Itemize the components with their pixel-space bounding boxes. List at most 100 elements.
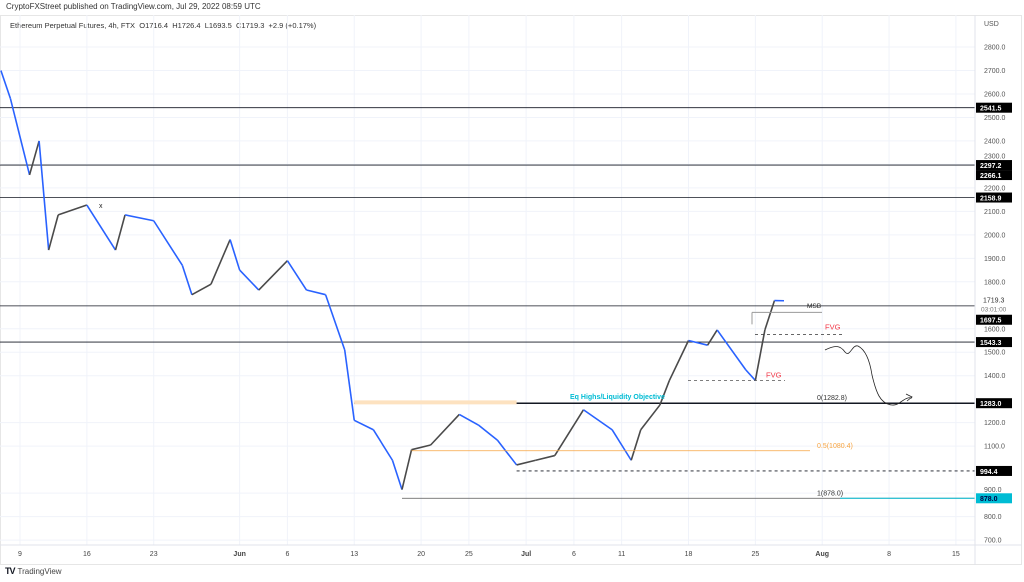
msb-label: MSB xyxy=(807,303,821,310)
price-segment xyxy=(114,214,126,251)
fvg-lower-label: FVG xyxy=(766,370,782,379)
price-segment xyxy=(181,265,193,295)
y-tick-label: 2200.0 xyxy=(984,185,1006,192)
price-segment xyxy=(153,220,184,266)
level-price-tag xyxy=(976,192,1012,203)
level-price-label: 2297.2 xyxy=(980,163,1002,170)
symbol-name: Ethereum Perpetual Futures, 4h, FTX xyxy=(10,21,136,30)
x-tick-label: 13 xyxy=(350,551,358,558)
price-segment xyxy=(458,413,479,426)
price-segment xyxy=(630,429,642,461)
price-segment xyxy=(38,140,50,251)
price-segment xyxy=(516,459,536,466)
price-segment xyxy=(716,329,747,371)
price-segment xyxy=(391,460,403,490)
price-segment xyxy=(430,413,460,446)
price-segment xyxy=(210,239,231,285)
ohlc-change: +2.9 (+0.17%) xyxy=(268,21,317,30)
price-segment xyxy=(191,283,212,296)
y-tick-label: 1900.0 xyxy=(984,256,1006,263)
fib-0-label: 0(1282.8) xyxy=(817,395,847,402)
price-segment xyxy=(582,409,613,431)
y-tick-label: 1500.0 xyxy=(984,350,1006,357)
x-tick-label: 6 xyxy=(285,551,289,558)
level-price-tag xyxy=(976,102,1012,113)
y-tick-label: 700.0 xyxy=(984,538,1002,545)
x-tick-label: Jun xyxy=(233,551,245,558)
y-tick-label: 1400.0 xyxy=(984,373,1006,380)
x-tick-label: 25 xyxy=(465,551,473,558)
y-tick-label: 2300.0 xyxy=(984,154,1006,161)
ohlc-low: L1693.5 xyxy=(204,21,232,30)
price-segment xyxy=(372,429,394,461)
x-tick-label: 15 xyxy=(952,551,960,558)
tradingview-brand: TV TradingView xyxy=(5,566,62,576)
level-price-label: 2541.5 xyxy=(980,105,1002,112)
y-tick-label: 2100.0 xyxy=(984,209,1006,216)
projection-path xyxy=(824,345,913,406)
price-segment xyxy=(124,214,154,222)
price-segment xyxy=(353,419,374,431)
level-price-tag xyxy=(976,398,1012,409)
eq-highs-label: Eq Highs/Liquidity Objective xyxy=(570,394,665,401)
price-segment xyxy=(754,329,766,381)
price-segment xyxy=(611,429,632,461)
price-segment xyxy=(496,439,518,466)
price-segment xyxy=(659,380,671,406)
x-tick-label: Jul xyxy=(521,551,531,558)
price-segment xyxy=(535,454,555,462)
price-segment xyxy=(411,444,431,451)
tradingview-logo-icon: TV xyxy=(5,566,15,576)
x-tick-label: 25 xyxy=(751,551,759,558)
levels xyxy=(0,107,975,499)
current-price-label: 1719.3 xyxy=(983,298,1005,305)
x-tick-label: 23 xyxy=(150,551,158,558)
level-price-tag xyxy=(976,493,1012,504)
level-price-label: 878.0 xyxy=(980,496,998,503)
projection-arrow-icon xyxy=(905,393,913,402)
fib-05-label: 0.5(1080.4) xyxy=(817,443,853,450)
x-tick-label: 20 xyxy=(417,551,425,558)
x-tick-label: 6 xyxy=(572,551,576,558)
chart-frame xyxy=(0,15,1022,565)
price-segment xyxy=(640,404,661,431)
price-segment xyxy=(258,260,288,291)
level-price-tag xyxy=(976,160,1012,171)
price-segment xyxy=(554,409,585,456)
y-tick-label: 2700.0 xyxy=(984,68,1006,75)
level-price-label: 1543.3 xyxy=(980,340,1002,347)
level-price-label: 994.4 xyxy=(980,469,998,476)
x-tick-label: 11 xyxy=(618,551,625,558)
price-segment xyxy=(324,294,346,351)
y-tick-label: 2500.0 xyxy=(984,115,1006,122)
currency-label: USD xyxy=(984,21,999,28)
price-segment xyxy=(477,424,498,441)
price-segment xyxy=(47,214,59,251)
price-segment xyxy=(306,289,326,296)
x-tick-label: 9 xyxy=(18,551,22,558)
annotations: Eq Highs/Liquidity Objective 0(1282.8) 0.5… xyxy=(99,203,853,497)
fvg-upper-label: FVG xyxy=(825,323,841,332)
price-segment xyxy=(668,340,690,381)
price-segment xyxy=(86,204,117,251)
x-tick-label: 8 xyxy=(887,551,891,558)
y-tick-label: 2400.0 xyxy=(984,138,1006,145)
level-price-tag xyxy=(976,465,1012,476)
brand-name: TradingView xyxy=(17,566,62,576)
price-segment xyxy=(343,349,356,421)
x-tick-label: Aug xyxy=(815,551,829,558)
x-mark-label: x xyxy=(99,203,103,210)
y-tick-label: 1600.0 xyxy=(984,326,1006,333)
y-tick-label: 2000.0 xyxy=(984,232,1006,239)
level-price-tag xyxy=(976,337,1012,348)
price-axis: 2800.0 2700.0 2600.0 2500.0 2400.0 2300.0 2200… xyxy=(974,15,1012,565)
price-segment xyxy=(401,449,413,490)
level-price-label: 1697.5 xyxy=(980,318,1002,325)
price-segment xyxy=(229,239,241,271)
level-price-tag xyxy=(976,314,1012,325)
fib-1-label: 1(878.0) xyxy=(817,490,843,497)
price-segment xyxy=(28,140,40,176)
price-segment xyxy=(688,339,708,346)
grid xyxy=(0,15,975,545)
